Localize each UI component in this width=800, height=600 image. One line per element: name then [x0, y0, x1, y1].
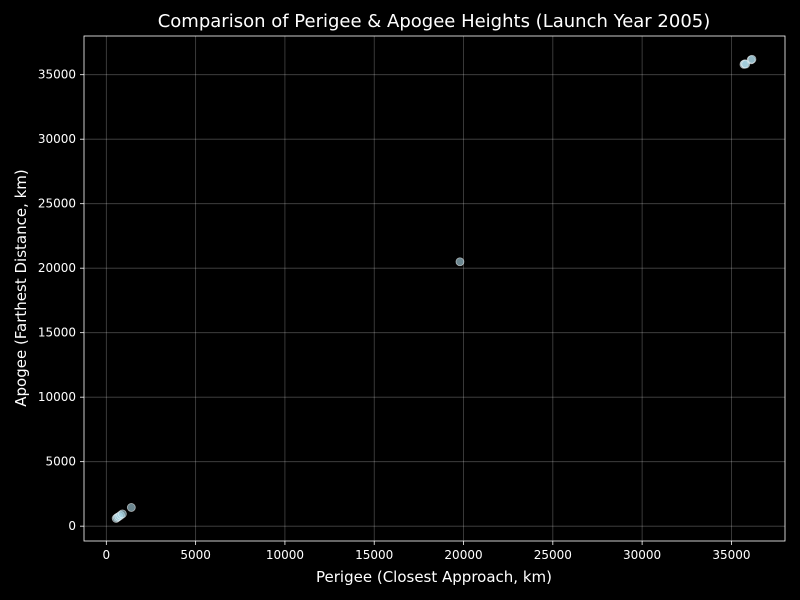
scatter-point	[747, 54, 757, 64]
x-tick-label: 35000	[712, 548, 750, 562]
scatter-point	[117, 509, 127, 519]
x-tick-label: 5000	[180, 548, 211, 562]
grid-lines	[84, 36, 785, 541]
y-tick-label: 30000	[38, 132, 76, 146]
x-tick-label: 10000	[266, 548, 304, 562]
chart-title: Comparison of Perigee & Apogee Heights (…	[158, 11, 711, 32]
scatter-point	[126, 503, 136, 512]
plot-frame	[83, 35, 786, 542]
scatter-point	[455, 257, 465, 267]
y-tick-label: 20000	[38, 261, 76, 275]
y-tick-label: 5000	[45, 455, 76, 469]
x-axis-ticks: 0 5000 10000 15000 20000 25000 30000 35000	[103, 541, 751, 562]
y-axis-ticks: 0 5000 10000 15000 20000 25000 30000 35000	[38, 68, 84, 533]
y-tick-label: 15000	[38, 326, 76, 340]
y-axis-label: Apogee (Farthest Distance, km)	[12, 169, 30, 407]
x-axis-label: Perigee (Closest Approach, km)	[316, 568, 552, 586]
x-tick-label: 0	[103, 548, 111, 562]
y-tick-label: 25000	[38, 197, 76, 211]
y-tick-label: 0	[68, 519, 76, 533]
x-tick-label: 15000	[355, 548, 393, 562]
x-tick-label: 30000	[623, 548, 661, 562]
x-tick-label: 20000	[444, 548, 482, 562]
y-tick-label: 35000	[38, 68, 76, 82]
data-points	[111, 54, 757, 523]
x-tick-label: 25000	[534, 548, 572, 562]
y-tick-label: 10000	[38, 390, 76, 404]
